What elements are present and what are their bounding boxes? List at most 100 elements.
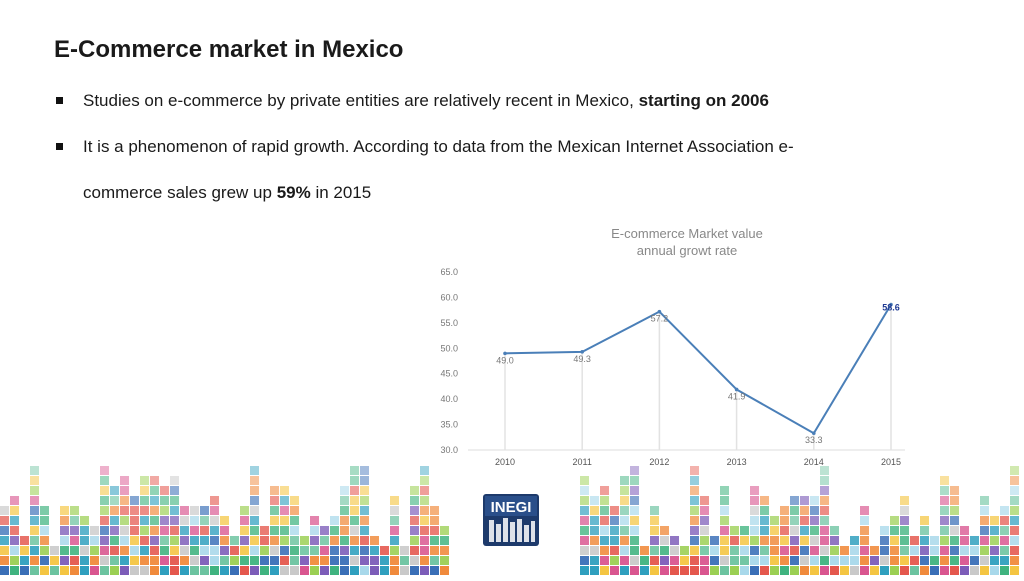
band-block — [290, 496, 299, 505]
data-label: 49.0 — [496, 355, 514, 365]
band-block — [590, 556, 599, 565]
data-point — [734, 387, 739, 392]
band-block — [940, 516, 949, 525]
band-block — [100, 496, 109, 505]
data-point — [657, 309, 662, 314]
band-block — [690, 506, 699, 515]
band-block — [770, 526, 779, 535]
band-block — [580, 486, 589, 495]
band-block — [900, 506, 909, 515]
band-block — [990, 556, 999, 565]
band-block — [240, 546, 249, 555]
band-block — [110, 556, 119, 565]
band-block — [730, 566, 739, 575]
band-block — [180, 526, 189, 535]
band-block — [390, 506, 399, 515]
band-block — [980, 526, 989, 535]
band-block — [250, 556, 259, 565]
band-block — [610, 546, 619, 555]
band-block — [840, 556, 849, 565]
band-block — [960, 536, 969, 545]
band-block — [740, 566, 749, 575]
band-block — [750, 546, 759, 555]
band-block — [980, 546, 989, 555]
band-block — [440, 536, 449, 545]
band-block — [920, 556, 929, 565]
band-block — [190, 556, 199, 565]
band-block — [800, 526, 809, 535]
band-block — [320, 536, 329, 545]
band-block — [60, 536, 69, 545]
band-block — [100, 516, 109, 525]
band-block — [160, 486, 169, 495]
x-tick-label: 2014 — [804, 457, 824, 467]
logo-brand-text: INEGI — [491, 499, 532, 516]
band-block — [340, 486, 349, 495]
band-block — [800, 546, 809, 555]
band-block — [630, 536, 639, 545]
band-block — [810, 566, 819, 575]
band-block — [1010, 546, 1019, 555]
band-block — [920, 526, 929, 535]
band-block — [930, 556, 939, 565]
band-block — [780, 536, 789, 545]
data-label: 49.3 — [573, 354, 591, 364]
band-block — [10, 496, 19, 505]
band-block — [810, 556, 819, 565]
band-block — [150, 486, 159, 495]
band-block — [850, 566, 859, 575]
band-block — [120, 516, 129, 525]
band-block — [130, 536, 139, 545]
band-block — [890, 536, 899, 545]
band-block — [680, 566, 689, 575]
band-block — [350, 526, 359, 535]
band-block — [770, 546, 779, 555]
band-block — [260, 526, 269, 535]
band-block — [650, 546, 659, 555]
band-block — [1000, 516, 1009, 525]
band-block — [750, 536, 759, 545]
band-block — [950, 526, 959, 535]
band-block — [750, 526, 759, 535]
band-block — [120, 506, 129, 515]
band-block — [650, 556, 659, 565]
band-block — [760, 556, 769, 565]
band-block — [940, 506, 949, 515]
band-block — [100, 546, 109, 555]
inegi-logo: INEGI INSTITUTO NACIONAL DE ESTADÍSTICA … — [455, 488, 567, 576]
band-block — [390, 516, 399, 525]
band-block — [890, 546, 899, 555]
band-block — [290, 506, 299, 515]
band-block — [200, 506, 209, 515]
band-block — [330, 556, 339, 565]
band-block — [390, 496, 399, 505]
band-block — [630, 546, 639, 555]
band-block — [810, 496, 819, 505]
band-block — [250, 546, 259, 555]
band-block — [230, 556, 239, 565]
band-block — [130, 556, 139, 565]
band-block — [20, 556, 29, 565]
band-block — [30, 466, 39, 475]
band-block — [350, 486, 359, 495]
band-block — [1010, 556, 1019, 565]
band-block — [960, 546, 969, 555]
band-block — [950, 486, 959, 495]
band-block — [160, 506, 169, 515]
band-block — [40, 546, 49, 555]
band-block — [300, 536, 309, 545]
band-block — [780, 556, 789, 565]
band-block — [200, 526, 209, 535]
band-block — [110, 486, 119, 495]
band-block — [0, 546, 9, 555]
band-block — [40, 526, 49, 535]
band-block — [620, 486, 629, 495]
band-block — [730, 526, 739, 535]
band-block — [690, 546, 699, 555]
band-block — [920, 536, 929, 545]
band-block — [350, 466, 359, 475]
band-block — [1000, 526, 1009, 535]
data-label: 41.9 — [728, 391, 746, 401]
band-block — [350, 546, 359, 555]
band-block — [220, 556, 229, 565]
